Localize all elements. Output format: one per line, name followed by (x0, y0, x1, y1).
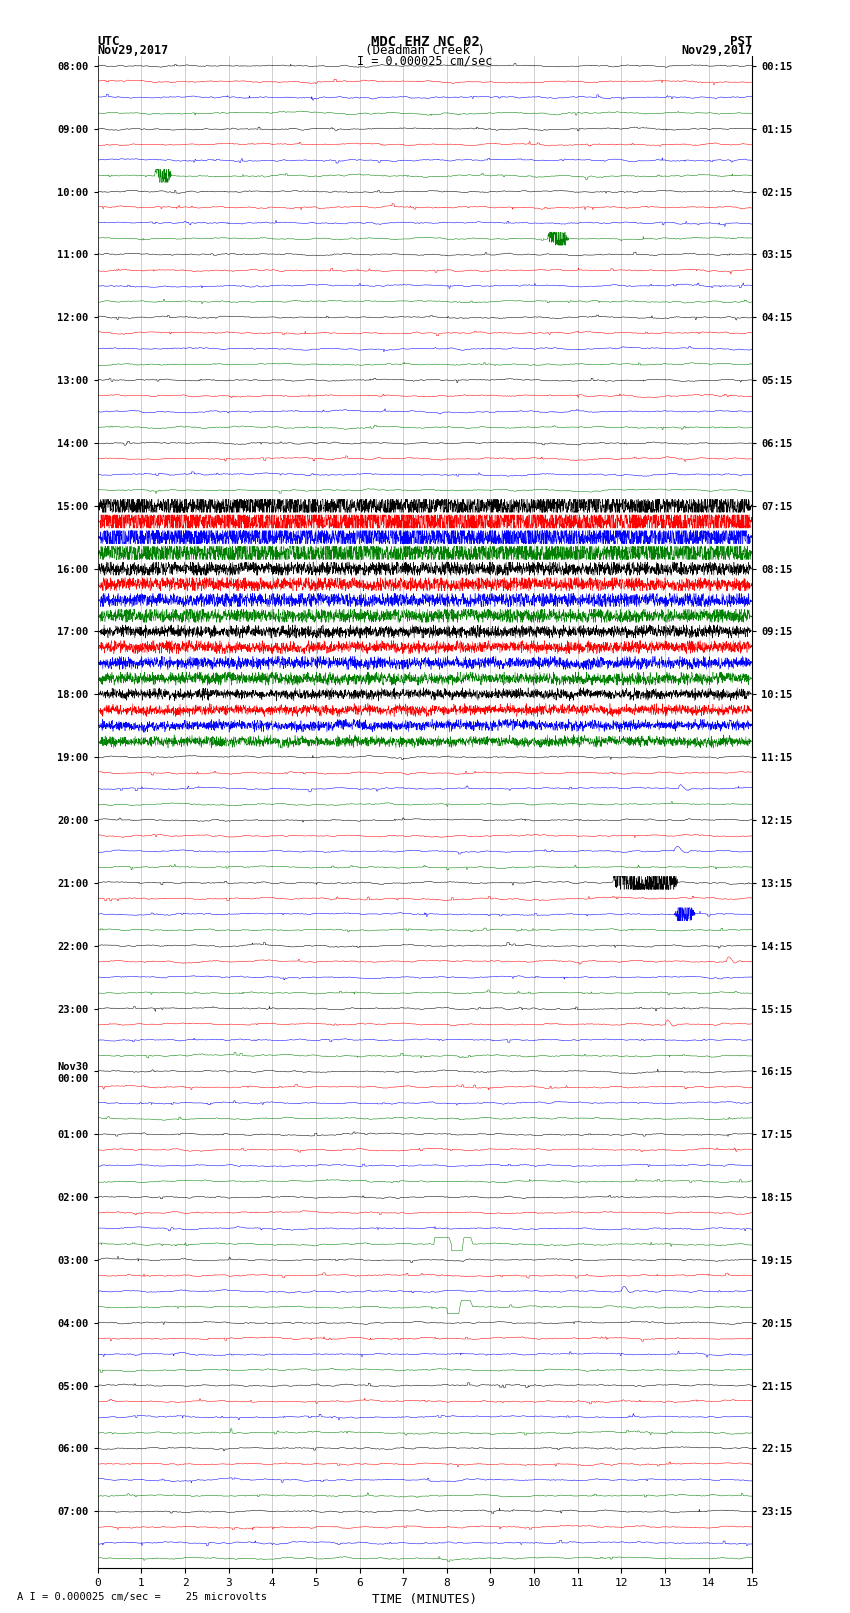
Text: MDC EHZ NC 02: MDC EHZ NC 02 (371, 35, 479, 48)
Text: Nov29,2017: Nov29,2017 (98, 44, 169, 58)
Text: PST: PST (730, 35, 752, 48)
Text: I = 0.000025 cm/sec: I = 0.000025 cm/sec (357, 53, 493, 68)
Text: Nov29,2017: Nov29,2017 (681, 44, 752, 58)
Text: A I = 0.000025 cm/sec =    25 microvolts: A I = 0.000025 cm/sec = 25 microvolts (17, 1592, 267, 1602)
Text: UTC: UTC (98, 35, 120, 48)
X-axis label: TIME (MINUTES): TIME (MINUTES) (372, 1594, 478, 1607)
Text: (Deadman Creek ): (Deadman Creek ) (365, 44, 485, 58)
